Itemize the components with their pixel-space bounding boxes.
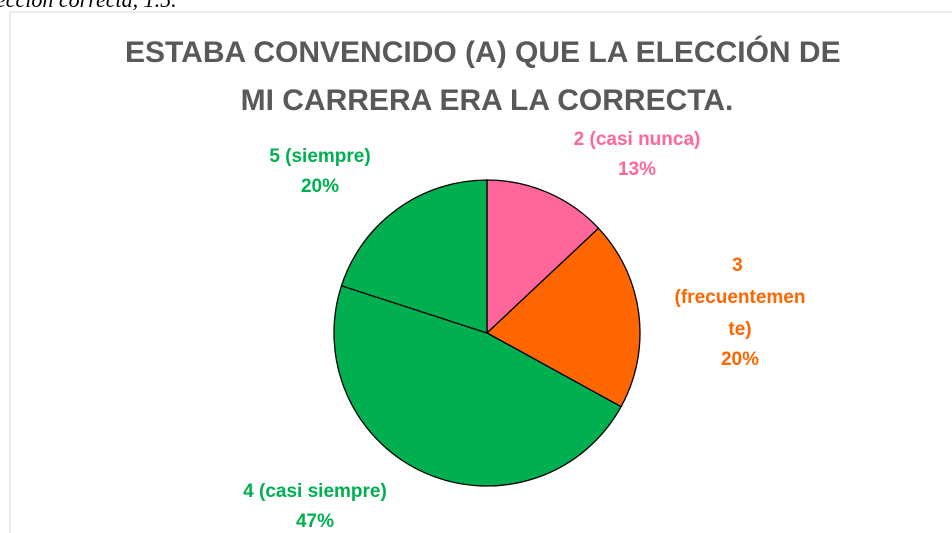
category-label: 4 (casi siempre) [243,481,387,502]
pie-slice [485,227,641,408]
category-label: 3 (frecuentemen te) [675,255,806,340]
value-label: 47% [296,511,334,532]
caption: ección correcta, 1.5. [0,0,177,12]
value-label: 20% [721,349,759,370]
pie-slice [333,284,622,487]
category-label: 2 (casi nunca) [574,129,701,150]
category-label: 5 (siempre) [269,146,370,167]
value-label: 20% [301,176,339,197]
pie-slice [340,179,488,334]
pie-slice [486,179,600,335]
value-label: 13% [618,159,656,180]
chart-title: ESTABA CONVENCIDO (A) QUE LA ELECCIÓN DE… [125,35,849,117]
